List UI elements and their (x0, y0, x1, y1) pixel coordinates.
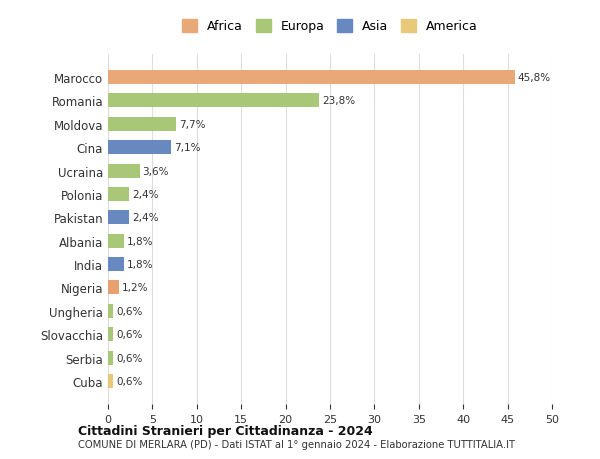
Bar (108, 211, 130, 225)
Bar (108, 71, 515, 85)
Text: 0,6%: 0,6% (116, 330, 142, 339)
Bar (108, 94, 319, 108)
Text: 0,6%: 0,6% (116, 376, 142, 386)
Bar (108, 141, 171, 155)
Bar (108, 374, 113, 388)
Text: 2,4%: 2,4% (132, 190, 158, 200)
Text: 0,6%: 0,6% (116, 353, 142, 363)
Text: 3,6%: 3,6% (143, 166, 169, 176)
Legend: Africa, Europa, Asia, America: Africa, Europa, Asia, America (179, 16, 481, 37)
Text: COMUNE DI MERLARA (PD) - Dati ISTAT al 1° gennaio 2024 - Elaborazione TUTTITALIA: COMUNE DI MERLARA (PD) - Dati ISTAT al 1… (78, 440, 515, 449)
Bar (108, 234, 124, 248)
Bar (108, 281, 119, 295)
Text: 1,2%: 1,2% (121, 283, 148, 293)
Bar (108, 351, 113, 365)
Text: 2,4%: 2,4% (132, 213, 158, 223)
Text: 45,8%: 45,8% (517, 73, 550, 83)
Text: 1,8%: 1,8% (127, 259, 153, 269)
Bar (108, 327, 113, 341)
Bar (108, 118, 176, 132)
Text: Cittadini Stranieri per Cittadinanza - 2024: Cittadini Stranieri per Cittadinanza - 2… (78, 424, 373, 437)
Bar (108, 164, 140, 178)
Text: 7,7%: 7,7% (179, 120, 206, 129)
Bar (108, 257, 124, 271)
Bar (108, 188, 130, 202)
Text: 7,1%: 7,1% (174, 143, 200, 153)
Text: 23,8%: 23,8% (322, 96, 355, 106)
Bar (108, 304, 113, 318)
Text: 1,8%: 1,8% (127, 236, 153, 246)
Text: 0,6%: 0,6% (116, 306, 142, 316)
